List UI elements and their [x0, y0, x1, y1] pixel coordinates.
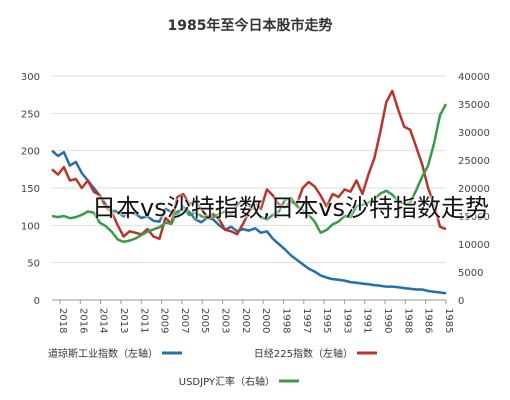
- x-tick-label: 1997: [301, 308, 312, 333]
- x-tick-label: 2016: [77, 308, 88, 333]
- x-tick-label: 1986: [423, 308, 434, 333]
- right-tick-label: 30000: [458, 128, 490, 139]
- x-tick-label: 2013: [118, 308, 129, 333]
- overlay-caption: 日本vs沙特指数,日本vs沙特指数走势: [92, 194, 490, 222]
- series-line: [51, 89, 447, 241]
- right-tick-label: 40000: [458, 72, 490, 83]
- x-tick-label: 1995: [321, 308, 332, 333]
- x-tick-label: 2014: [98, 308, 109, 333]
- left-tick-label: 150: [21, 184, 40, 195]
- right-tick-label: 25000: [458, 156, 490, 167]
- right-tick-label: 35000: [458, 100, 490, 111]
- x-tick-label: 1993: [341, 308, 352, 333]
- series-line: [51, 103, 448, 244]
- right-tick-label: 20000: [458, 184, 490, 195]
- x-axis: 2018 2016 2014 2013 2011 2009 2007 2005 2003 2002…: [52, 299, 454, 333]
- legend-label: 道琼斯工业指数（左轴）: [48, 347, 158, 360]
- right-tick-label: 5000: [458, 268, 483, 279]
- chart-title: 1985年至今日本股市走势: [168, 17, 333, 34]
- x-tick-label: 2002: [240, 308, 251, 333]
- series-line: [51, 149, 447, 295]
- x-tick-label: 2011: [138, 308, 149, 333]
- x-tick-label: 1985: [443, 308, 454, 333]
- x-tick-label: 1990: [382, 308, 393, 333]
- legend: 道琼斯工业指数（左轴） 日经225指数（左轴） USDJPY汇率（右轴）: [48, 347, 377, 388]
- x-tick-label: 2003: [220, 308, 231, 333]
- left-axis: 0 50 100 150 200 250 300: [21, 72, 40, 307]
- right-tick-label: 15000: [458, 212, 490, 223]
- right-tick-label: 10000: [458, 240, 490, 251]
- left-tick-label: 50: [27, 259, 40, 270]
- left-tick-label: 0: [34, 296, 40, 307]
- x-tick-label: 1988: [402, 308, 413, 333]
- x-tick-label: 1998: [280, 308, 291, 333]
- x-tick-label: 2000: [260, 308, 271, 333]
- legend-label: USDJPY汇率（右轴）: [179, 375, 275, 388]
- series-lines: [51, 89, 448, 295]
- x-tick-label: 2005: [199, 308, 210, 333]
- legend-label: 日经225指数（左轴）: [254, 347, 353, 360]
- right-tick-label: 0: [458, 296, 464, 307]
- x-tick-label: 2018: [57, 308, 68, 333]
- x-tick-label: 1991: [362, 308, 373, 333]
- left-tick-label: 300: [21, 72, 40, 83]
- x-tick-label: 2009: [159, 308, 170, 333]
- x-tick-label: 2007: [179, 308, 190, 333]
- left-tick-label: 250: [21, 109, 40, 120]
- left-tick-label: 200: [21, 147, 40, 158]
- right-axis: 0 5000 10000 15000 20000 25000 30000 35000 40000: [458, 72, 490, 307]
- left-tick-label: 100: [21, 221, 40, 232]
